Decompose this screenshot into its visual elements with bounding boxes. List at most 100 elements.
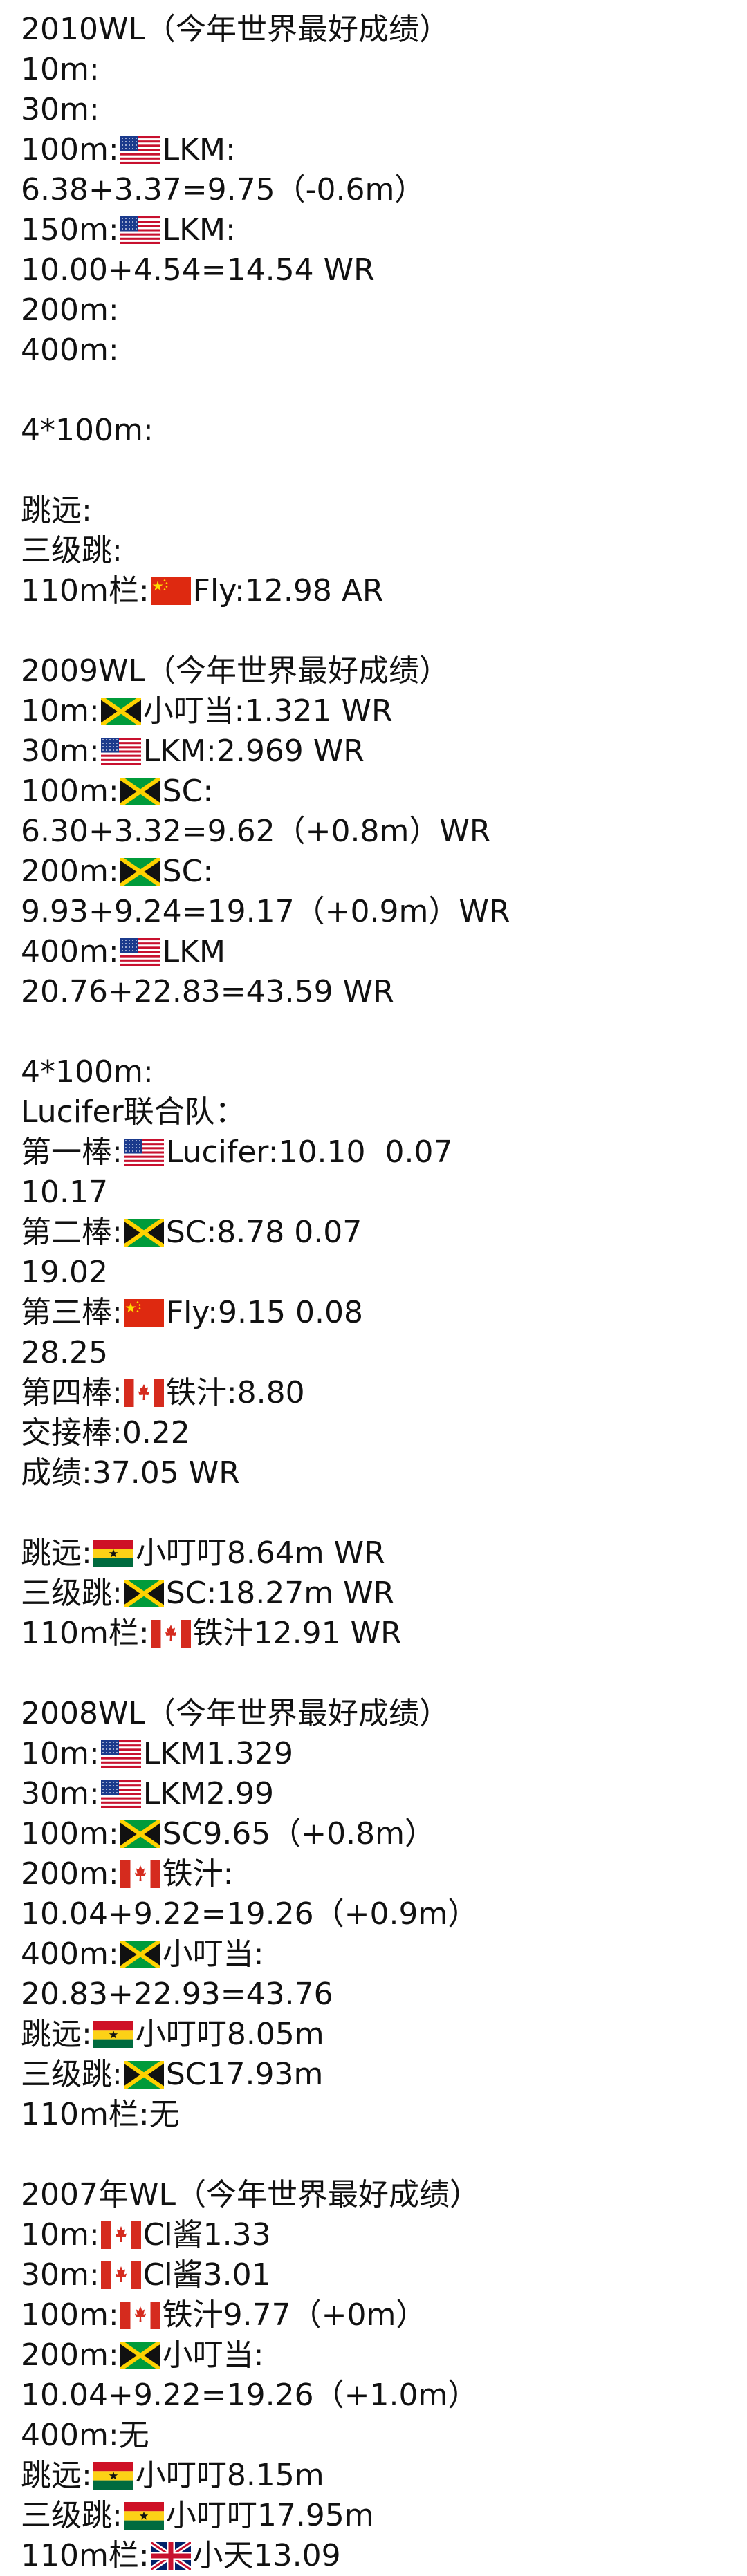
jamaica-flag-icon bbox=[123, 2061, 164, 2089]
blank-line bbox=[21, 451, 747, 491]
result-line: 100m: 铁汁9.77（+0m） bbox=[21, 2295, 747, 2335]
result-line: 跳远: 小叮叮8.64m WR bbox=[21, 1533, 747, 1574]
result-line: 200m: SC: bbox=[21, 852, 747, 892]
event-label: 100m: bbox=[21, 774, 119, 809]
event-label: 400m: bbox=[21, 934, 119, 969]
result-value: 铁汁: bbox=[162, 1856, 234, 1892]
result-line: 30m: LKM2.99 bbox=[21, 1774, 747, 1814]
text-line: Lucifer联合队： bbox=[21, 1094, 246, 1130]
text-line: 400m:无 bbox=[21, 2418, 149, 2453]
text-line: 10.17 bbox=[21, 1175, 108, 1210]
event-label: 第三棒: bbox=[21, 1295, 122, 1330]
text-line: 成绩:37.05 WR bbox=[21, 1455, 240, 1491]
result-line: 30m: LKM:2.969 WR bbox=[21, 731, 747, 772]
result-value: 小叮当:1.321 WR bbox=[142, 693, 393, 729]
usa-flag-icon bbox=[100, 1740, 141, 1768]
result-line: 200m: 铁汁: bbox=[21, 1854, 747, 1894]
event-label: 30m: bbox=[21, 2257, 100, 2293]
event-label: 100m: bbox=[21, 1816, 119, 1851]
text-line: 6.38+3.37=9.75（-0.6m） bbox=[21, 172, 425, 207]
event-label: 100m: bbox=[21, 2297, 119, 2333]
text-line: 交接棒:0.22 bbox=[21, 1415, 190, 1450]
usa-flag-icon bbox=[120, 216, 160, 244]
event-label: 150m: bbox=[21, 212, 119, 248]
event-label: 200m: bbox=[21, 854, 119, 889]
usa-flag-icon bbox=[100, 1780, 141, 1808]
ghana-flag-icon bbox=[93, 2021, 133, 2048]
result-line: 10m: LKM1.329 bbox=[21, 1734, 747, 1774]
canada-flag-icon bbox=[150, 1620, 191, 1648]
text-line: 30m: bbox=[21, 92, 100, 127]
result-value: Fly:12.98 AR bbox=[192, 573, 384, 608]
event-label: 400m: bbox=[21, 1936, 119, 1972]
blank-line bbox=[21, 1654, 747, 1694]
result-line: 110m栏: 铁汁12.91 WR bbox=[21, 1614, 747, 1654]
event-label: 三级跳: bbox=[21, 2057, 122, 2092]
event-label: 100m: bbox=[21, 132, 119, 167]
result-value: SC: bbox=[162, 774, 214, 809]
result-value: 铁汁:8.80 bbox=[165, 1375, 305, 1410]
result-value: 小叮当: bbox=[162, 1936, 264, 1972]
result-value: SC: bbox=[162, 854, 214, 889]
text-line: 400m: bbox=[21, 333, 119, 368]
event-label: 30m: bbox=[21, 734, 100, 769]
result-line: 第二棒: SC:8.78 0.07 bbox=[21, 1213, 747, 1253]
result-value: LKM:2.969 WR bbox=[142, 734, 365, 769]
result-line: 400m: 小叮当: bbox=[21, 1934, 747, 1975]
result-value: LKM1.329 bbox=[142, 1736, 293, 1771]
result-line: 三级跳: 小叮叮17.95m bbox=[21, 2496, 747, 2536]
event-label: 第一棒: bbox=[21, 1135, 122, 1170]
result-line: 10m: 小叮当:1.321 WR bbox=[21, 691, 747, 731]
event-label: 110m栏: bbox=[21, 573, 149, 608]
event-label: 跳远: bbox=[21, 1536, 92, 1571]
result-line: 100m: SC: bbox=[21, 772, 747, 812]
result-value: LKM: bbox=[162, 212, 236, 248]
blank-line bbox=[21, 1493, 747, 1533]
result-line: 200m: 小叮当: bbox=[21, 2335, 747, 2376]
result-line: 第四棒: 铁汁:8.80 bbox=[21, 1373, 747, 1413]
event-label: 10m: bbox=[21, 1736, 100, 1771]
result-value: LKM2.99 bbox=[142, 1776, 274, 1811]
event-label: 三级跳: bbox=[21, 1576, 122, 1611]
blank-line bbox=[21, 611, 747, 651]
result-line: 跳远: 小叮叮8.15m bbox=[21, 2456, 747, 2496]
event-label: 第四棒: bbox=[21, 1375, 122, 1410]
event-label: 200m: bbox=[21, 1856, 119, 1892]
result-line: 三级跳: SC:18.27m WR bbox=[21, 1574, 747, 1614]
text-line: 110m栏:无 bbox=[21, 2097, 180, 2132]
event-label: 110m栏: bbox=[21, 1616, 149, 1651]
result-line: 150m: LKM: bbox=[21, 210, 747, 250]
ghana-flag-icon bbox=[93, 1540, 133, 1567]
canada-flag-icon bbox=[100, 2261, 141, 2289]
usa-flag-icon bbox=[120, 136, 160, 164]
event-label: 10m: bbox=[21, 693, 100, 729]
jamaica-flag-icon bbox=[123, 1580, 164, 1607]
result-line: 30m: Cl酱3.01 bbox=[21, 2255, 747, 2295]
usa-flag-icon bbox=[123, 1139, 164, 1166]
text-line: 28.25 bbox=[21, 1335, 108, 1370]
result-line: 第一棒: Lucifer:10.10 0.07 bbox=[21, 1132, 747, 1173]
uk-flag-icon bbox=[150, 2542, 191, 2570]
result-value: SC17.93m bbox=[165, 2057, 324, 2092]
event-label: 10m: bbox=[21, 2217, 100, 2252]
result-line: 110m栏: 小天13.09 bbox=[21, 2536, 747, 2576]
jamaica-flag-icon bbox=[120, 778, 160, 805]
result-value: 小天13.09 bbox=[192, 2538, 341, 2573]
result-line: 400m: LKM bbox=[21, 932, 747, 972]
section-heading: 2009WL（今年世界最好成绩） bbox=[21, 653, 450, 689]
result-value: 铁汁12.91 WR bbox=[192, 1616, 402, 1651]
section-heading: 2010WL（今年世界最好成绩） bbox=[21, 12, 450, 47]
result-value: 小叮叮17.95m bbox=[165, 2498, 374, 2533]
text-line: 20.76+22.83=43.59 WR bbox=[21, 974, 394, 1009]
ghana-flag-icon bbox=[93, 2462, 133, 2490]
text-line: 20.83+22.93=43.76 bbox=[21, 1977, 333, 2012]
section-heading: 2007年WL（今年世界最好成绩） bbox=[21, 2177, 480, 2212]
result-line: 100m: SC9.65（+0.8m） bbox=[21, 1814, 747, 1854]
result-value: SC9.65（+0.8m） bbox=[162, 1816, 435, 1851]
jamaica-flag-icon bbox=[120, 2342, 160, 2369]
result-line: 三级跳: SC17.93m bbox=[21, 2055, 747, 2095]
canada-flag-icon bbox=[123, 1379, 164, 1407]
text-line: 6.30+3.32=9.62（+0.8m）WR bbox=[21, 814, 491, 849]
text-line: 跳远: bbox=[21, 493, 92, 528]
